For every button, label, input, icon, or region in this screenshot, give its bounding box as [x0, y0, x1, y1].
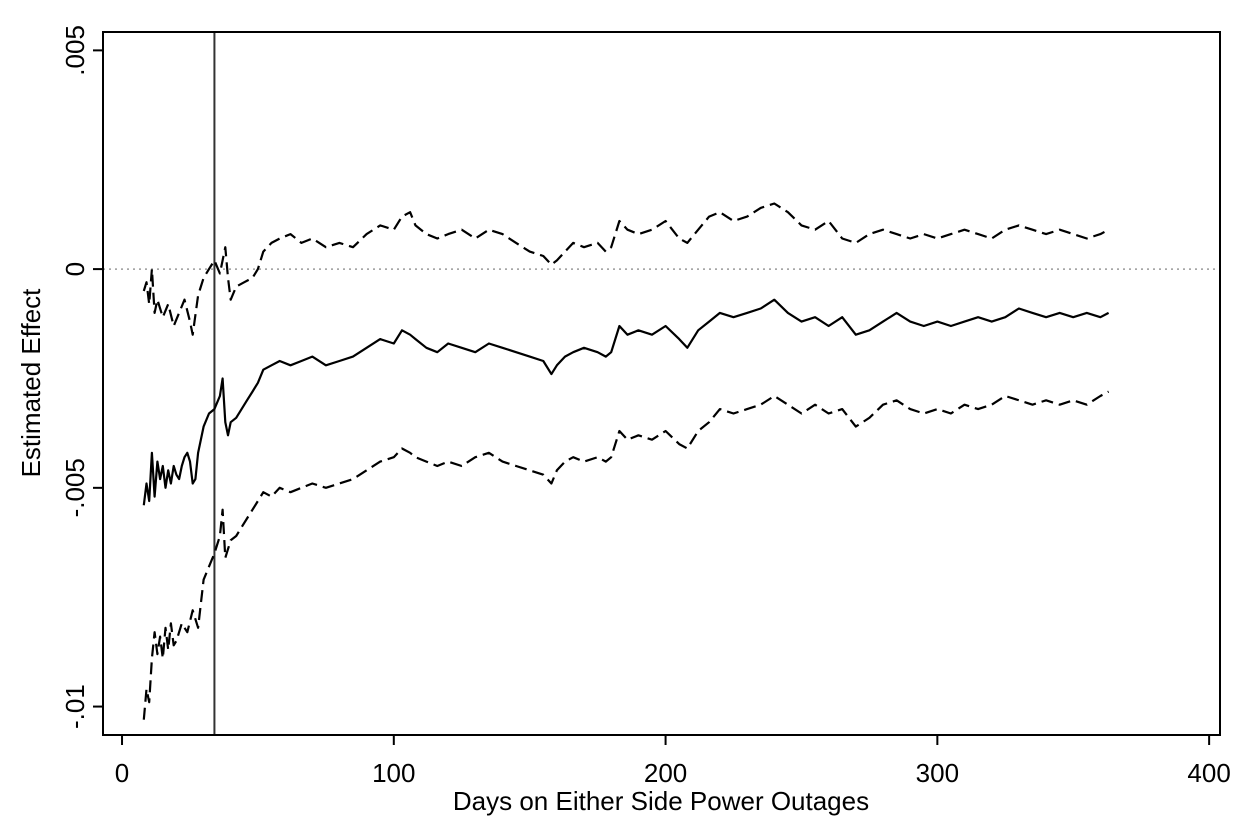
y-tick-label: 0	[60, 262, 90, 276]
x-tick-label: 200	[644, 758, 687, 788]
x-tick-label: 300	[916, 758, 959, 788]
y-tick-label: -.01	[60, 684, 90, 729]
x-axis-title: Days on Either Side Power Outages	[453, 786, 869, 816]
series-line-upper	[142, 202, 1110, 336]
series-line-lower	[142, 390, 1110, 720]
y-tick-label: .005	[60, 25, 90, 76]
plot-frame	[102, 31, 1221, 736]
series-line-estimate	[142, 298, 1110, 506]
series-lines	[142, 202, 1110, 720]
x-tick-label: 100	[372, 758, 415, 788]
x-tick-label: 0	[115, 758, 129, 788]
y-tick-label: -.005	[60, 458, 90, 517]
y-axis-title: Estimated Effect	[16, 288, 46, 478]
x-tick-label: 400	[1187, 758, 1230, 788]
y-axis: -.01 -.005 0 .005	[60, 25, 103, 729]
reference-lines	[103, 32, 1220, 735]
x-axis: 0 100 200 300 400	[115, 735, 1231, 788]
